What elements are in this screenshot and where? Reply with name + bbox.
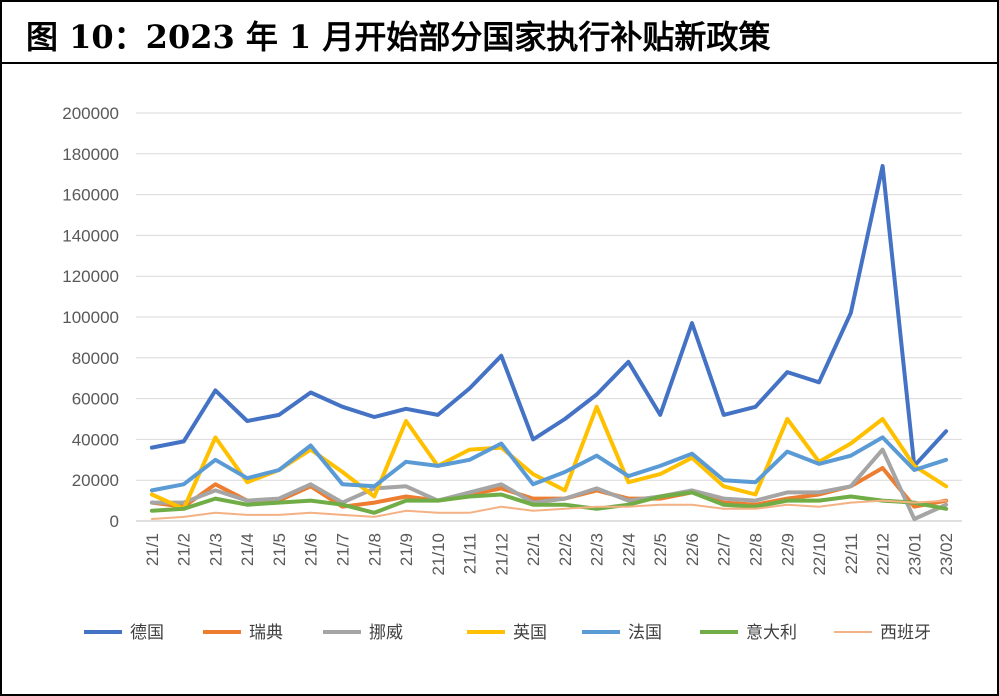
x-tick-label: 21/8 (365, 533, 384, 566)
x-tick-label: 22/11 (842, 533, 861, 574)
legend-label: 法国 (628, 623, 662, 643)
y-axis: 0 20000 40000 60000 80000 100000 120000 140000 1… (62, 104, 119, 531)
x-tick-label: 22/2 (556, 533, 575, 566)
x-tick-label: 22/8 (747, 533, 766, 566)
x-tick-label: 22/3 (588, 533, 607, 566)
x-tick-label: 22/1 (524, 533, 543, 566)
y-tick-label: 0 (110, 512, 119, 531)
x-tick-label: 21/6 (302, 533, 321, 566)
grid-lines (136, 112, 962, 522)
x-tick-label: 21/10 (429, 533, 448, 576)
series-line (150, 499, 948, 520)
series-line (149, 164, 949, 468)
y-tick-label: 20000 (72, 471, 119, 490)
y-tick-label: 160000 (62, 186, 119, 205)
legend-label: 德国 (130, 623, 164, 643)
series-line (149, 447, 949, 521)
x-tick-label: 21/4 (238, 533, 257, 566)
x-tick-label: 22/6 (683, 533, 702, 566)
y-tick-label: 100000 (62, 308, 119, 327)
legend-label: 西班牙 (880, 623, 931, 643)
x-tick-label: 21/5 (270, 533, 289, 566)
x-tick-label: 22/12 (874, 533, 893, 576)
x-tick-label: 21/12 (492, 533, 511, 576)
y-tick-label: 120000 (62, 267, 119, 286)
x-tick-label: 21/2 (175, 533, 194, 566)
y-tick-label: 40000 (72, 430, 119, 449)
figure-title: 图 10：2023 年 1 月开始部分国家执行补贴新政策 (26, 18, 771, 56)
y-tick-label: 180000 (62, 145, 119, 164)
legend-label: 瑞典 (249, 623, 283, 643)
x-tick-label: 21/1 (143, 533, 162, 566)
y-tick-label: 60000 (72, 390, 119, 409)
x-axis: 21/1 21/2 21/3 21/4 21/5 21/6 21/7 21/8 21/9 21/1… (143, 533, 956, 576)
series-lines (149, 164, 949, 521)
x-tick-label: 23/01 (905, 533, 924, 576)
x-tick-label: 21/3 (206, 533, 225, 566)
x-tick-label: 21/11 (461, 533, 480, 574)
x-tick-label: 22/10 (810, 533, 829, 576)
x-tick-label: 22/9 (778, 533, 797, 566)
legend-label: 意大利 (746, 623, 797, 643)
y-tick-label: 80000 (72, 349, 119, 368)
x-tick-label: 21/9 (397, 533, 416, 566)
x-tick-label: 23/02 (937, 533, 956, 576)
x-tick-label: 22/4 (619, 533, 638, 566)
figure-title-bar: 图 10：2023 年 1 月开始部分国家执行补贴新政策 (2, 2, 997, 64)
x-tick-label: 22/7 (715, 533, 734, 566)
legend: 德国 瑞典 挪威 英国 法国 意大利 西班牙 (84, 623, 931, 643)
y-tick-label: 200000 (62, 104, 119, 123)
y-tick-label: 140000 (62, 226, 119, 245)
legend-label: 英国 (513, 623, 547, 643)
x-tick-label: 21/7 (334, 533, 353, 566)
x-tick-label: 22/5 (651, 533, 670, 566)
series-line (149, 490, 949, 515)
legend-label: 挪威 (369, 623, 403, 643)
series-line (149, 435, 949, 493)
